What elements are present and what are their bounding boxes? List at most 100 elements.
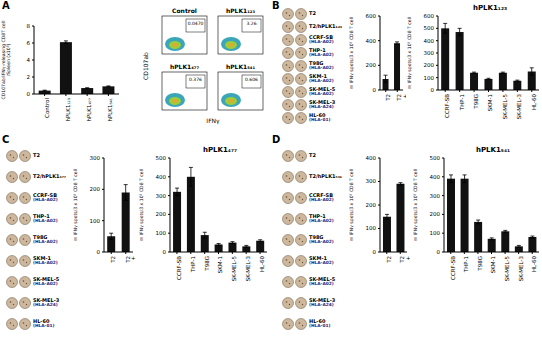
svg-text:hPLK1₅₄₁: hPLK1₅₄₁ <box>107 98 113 122</box>
html-text:T2/hPLK1₁₂₃: T2/hPLK1₁₂₃ <box>309 23 343 30</box>
svg-text:400: 400 <box>156 174 167 180</box>
html-text:T98G: T98G <box>33 234 48 241</box>
svg-text:300: 300 <box>90 155 101 161</box>
svg-text:T2+hPLK1₅₄₁: T2+hPLK1₅₄₁ <box>399 256 410 280</box>
html-text:THP-1: THP-1 <box>33 213 50 220</box>
svg-text:HL-60: HL-60 <box>259 256 265 273</box>
svg-text:300: 300 <box>424 50 435 56</box>
svg-text:T2: T2 <box>385 94 391 102</box>
svg-text:T2: T2 <box>386 256 392 264</box>
svg-text:T98G: T98G <box>477 256 483 272</box>
svg-text:200: 200 <box>366 62 377 68</box>
svg-text:SK-MEL-5: SK-MEL-5 <box>504 256 510 282</box>
html-text:THP-1: THP-1 <box>309 47 326 54</box>
html-text:hPLK1₅₄₁: hPLK1₅₄₁ <box>476 146 510 154</box>
svg-text:0: 0 <box>373 87 377 93</box>
svg-text:THP-1: THP-1 <box>459 94 465 111</box>
html-text:SKM-1: SKM-1 <box>309 73 327 80</box>
svg-text:400: 400 <box>430 174 441 180</box>
html-text:hPLK1₄₇₇: hPLK1₄₇₇ <box>203 146 237 154</box>
svg-text:300: 300 <box>156 193 167 199</box>
svg-text:T2+hPLK1₄₇₇: T2+hPLK1₄₇₇ <box>125 256 136 280</box>
svg-text:4: 4 <box>27 57 31 63</box>
svg-text:400: 400 <box>366 38 377 44</box>
html-text:hPLK1₁₂₃: hPLK1₁₂₃ <box>473 4 507 12</box>
svg-text:6: 6 <box>27 40 31 46</box>
svg-text:100: 100 <box>430 230 441 236</box>
html-text:B: B <box>272 0 280 11</box>
svg-text:CD107ab: CD107ab <box>142 52 149 80</box>
html-text:HL-60: HL-60 <box>309 112 326 119</box>
html-text:D: D <box>272 134 281 145</box>
svg-text:hPLK1₁₂₃: hPLK1₁₂₃ <box>226 7 256 14</box>
svg-text:200: 200 <box>90 186 101 192</box>
svg-text:100: 100 <box>90 218 101 224</box>
svg-text:400: 400 <box>366 155 377 161</box>
svg-text:0.376: 0.376 <box>189 77 202 82</box>
svg-text:500: 500 <box>424 25 435 31</box>
svg-text:CCRF-SB: CCRF-SB <box>450 256 456 280</box>
html-text:SK-MEL-5: SK-MEL-5 <box>309 86 336 93</box>
svg-text:THP-1: THP-1 <box>463 256 469 273</box>
svg-text:200: 200 <box>430 211 441 217</box>
svg-text:300: 300 <box>366 178 377 184</box>
svg-text:500: 500 <box>156 155 167 161</box>
svg-text:200: 200 <box>424 62 435 68</box>
svg-text:100: 100 <box>366 225 377 231</box>
svg-text:hPLK1₅₄₁: hPLK1₅₄₁ <box>226 63 256 70</box>
svg-text:IFNγ: IFNγ <box>206 117 220 125</box>
svg-text:hPLK1₄₇₇: hPLK1₄₇₇ <box>86 98 92 122</box>
svg-text:200: 200 <box>156 211 167 217</box>
svg-text:HL-60: HL-60 <box>531 94 534 111</box>
html-text:T2: T2 <box>33 152 40 159</box>
svg-text:Control: Control <box>172 7 197 14</box>
svg-text:0: 0 <box>437 249 441 255</box>
html-text:T2: T2 <box>309 10 316 17</box>
svg-text:0: 0 <box>27 91 31 97</box>
svg-text:200: 200 <box>366 202 377 208</box>
svg-text:CCRF-SB: CCRF-SB <box>444 94 450 118</box>
svg-text:100: 100 <box>424 75 435 81</box>
svg-text:CCRF-SB: CCRF-SB <box>176 256 182 280</box>
svg-text:T98G: T98G <box>204 256 210 272</box>
svg-text:hPLK1₁₂₃: hPLK1₁₂₃ <box>65 98 71 122</box>
svg-text:T2: T2 <box>110 256 116 264</box>
html-text:T2/hPLK1₄₇₇: T2/hPLK1₄₇₇ <box>33 173 67 180</box>
svg-text:SK-MEL-3: SK-MEL-3 <box>245 256 251 282</box>
html-text:T98G: T98G <box>309 60 324 67</box>
html-text:SKM-1: SKM-1 <box>33 255 51 262</box>
svg-text:SKM-1: SKM-1 <box>487 94 493 111</box>
svg-text:300: 300 <box>430 193 441 199</box>
svg-text:T98G: T98G <box>473 94 479 110</box>
svg-text:SK-MEL-3: SK-MEL-3 <box>518 256 524 282</box>
svg-text:0: 0 <box>97 249 101 255</box>
svg-text:THP-1: THP-1 <box>190 256 196 273</box>
svg-text:0: 0 <box>163 249 167 255</box>
html-text:A: A <box>2 0 10 11</box>
svg-text:hPLK1₄₇₇: hPLK1₄₇₇ <box>170 63 200 70</box>
svg-text:600: 600 <box>424 13 435 19</box>
svg-text:0.0470: 0.0470 <box>188 21 204 26</box>
svg-text:HL-60: HL-60 <box>531 256 534 273</box>
svg-text:500: 500 <box>430 155 441 161</box>
svg-text:3.26: 3.26 <box>246 21 256 26</box>
svg-text:SKM-1: SKM-1 <box>490 256 496 273</box>
svg-text:Control: Control <box>44 98 50 118</box>
html-text:SK-MEL-3: SK-MEL-3 <box>309 99 336 106</box>
html-text:CCRF-SB: CCRF-SB <box>309 34 333 41</box>
svg-text:400: 400 <box>424 38 435 44</box>
svg-text:2: 2 <box>27 74 31 80</box>
svg-text:8: 8 <box>27 23 31 29</box>
svg-text:T2+hPLK1₁₂₃: T2+hPLK1₁₂₃ <box>396 94 406 118</box>
html-text:CCRF-SB: CCRF-SB <box>33 192 57 199</box>
svg-text:0: 0 <box>431 87 435 93</box>
svg-text:600: 600 <box>366 13 377 19</box>
svg-text:SK-MEL-5: SK-MEL-5 <box>502 94 508 120</box>
html-text:C: C <box>2 134 10 145</box>
svg-text:SK-MEL-3: SK-MEL-3 <box>516 94 522 120</box>
svg-text:SK-MEL-5: SK-MEL-5 <box>231 256 237 282</box>
svg-text:SKM-1: SKM-1 <box>217 256 223 273</box>
svg-text:0.606: 0.606 <box>245 77 258 82</box>
svg-text:100: 100 <box>156 230 167 236</box>
svg-text:0: 0 <box>373 249 377 255</box>
